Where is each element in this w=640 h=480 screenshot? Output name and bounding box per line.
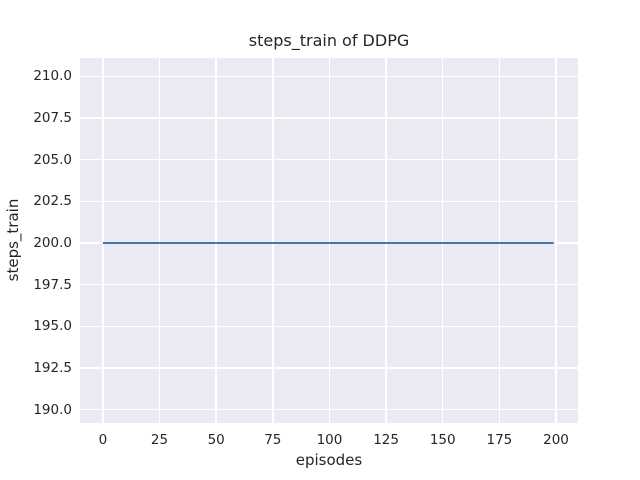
x-tick-label: 175	[486, 432, 513, 448]
y-tick-label: 195.0	[33, 318, 72, 335]
x-tick-label: 125	[373, 432, 399, 448]
x-tick-label: 200	[543, 432, 569, 448]
y-tick-label: 210.0	[33, 68, 72, 85]
x-gridline	[328, 58, 331, 423]
x-gridline	[442, 58, 444, 423]
x-gridline	[555, 58, 557, 423]
x-tick-label: 50	[207, 432, 225, 448]
chart-title: steps_train of DDPG	[248, 31, 410, 50]
x-tick-label: 75	[264, 432, 282, 448]
y-tick-label: 200.0	[33, 235, 72, 251]
x-tick-label: 0	[98, 432, 108, 448]
y-tick-label: 190.0	[33, 401, 72, 418]
y-tick-label: 202.5	[33, 193, 72, 210]
x-tick-label: 25	[150, 432, 169, 448]
data-line-layer	[102, 242, 554, 244]
y-tick-label: 207.5	[33, 110, 72, 126]
x-tick-label: 150	[429, 432, 456, 448]
y-tick-label: 192.5	[33, 360, 72, 376]
y-tick-label: 197.5	[33, 276, 72, 293]
x-gridline	[158, 58, 161, 423]
plot-area	[80, 58, 578, 423]
x-gridline	[385, 58, 387, 423]
x-gridline	[272, 58, 274, 423]
x-gridline	[215, 58, 217, 423]
x-tick-label: 100	[316, 432, 343, 448]
x-gridline	[102, 58, 104, 423]
y-tick-label: 205.0	[33, 151, 72, 168]
y-axis-label: steps_train	[4, 198, 22, 282]
x-gridline	[498, 58, 501, 423]
x-axis-label: episodes	[295, 451, 363, 469]
